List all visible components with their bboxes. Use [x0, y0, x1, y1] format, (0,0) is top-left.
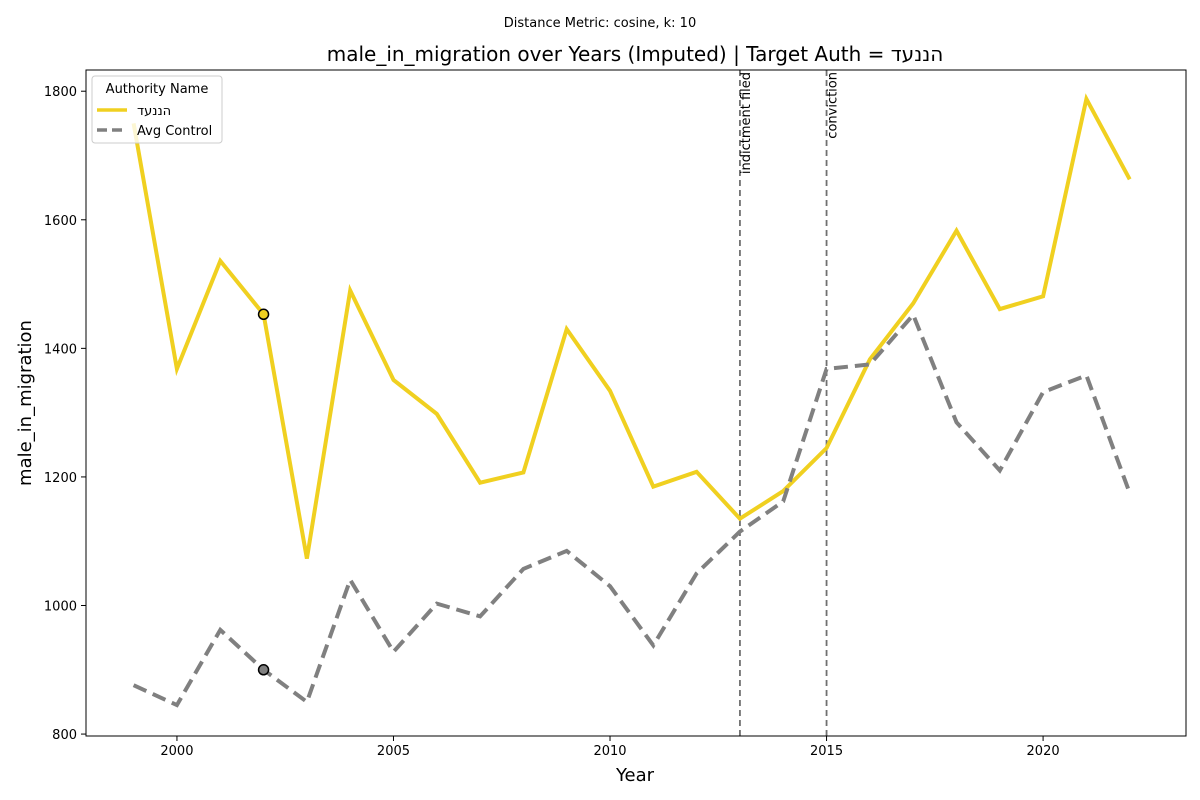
x-tick-label: 2015: [810, 744, 843, 759]
chart-title: male_in_migration over Years (Imputed) |…: [327, 42, 944, 66]
highlight-point: [257, 308, 270, 321]
y-tick-label: 1200: [44, 471, 77, 486]
x-tick-label: 2005: [377, 744, 410, 759]
series-line-0: [131, 93, 1132, 559]
series-line-1: [132, 311, 1132, 708]
y-axis-title: male_in_migration: [15, 320, 36, 486]
event-label: conviction: [826, 72, 841, 139]
x-tick-label: 2020: [1027, 744, 1060, 759]
y-tick-label: 1400: [44, 342, 77, 357]
x-tick-label: 2000: [160, 744, 193, 759]
chart-suptitle: Distance Metric: cosine, k: 10: [504, 16, 696, 31]
y-tick-label: 1000: [44, 600, 77, 615]
y-tick-label: 1600: [44, 214, 77, 229]
legend-label-control: Avg Control: [137, 124, 212, 139]
legend: Authority Name הננעד Avg Control: [91, 75, 223, 144]
highlight-point: [257, 664, 270, 676]
event-label: indictment filed: [739, 72, 754, 174]
y-tick-label: 800: [52, 728, 77, 743]
legend-title: Authority Name: [106, 82, 209, 97]
axes: 2000 2005 2010 2015 2020 800 1000 1200 1400 1600 1…: [44, 85, 1060, 759]
x-tick-label: 2010: [593, 744, 626, 759]
plot-frame: [85, 69, 1187, 737]
plot-area: indictment filed conviction: [131, 70, 1132, 736]
x-axis-title: Year: [615, 765, 655, 786]
legend-box: [91, 75, 223, 144]
y-tick-label: 1800: [44, 85, 77, 100]
legend-label-target: הננעד: [137, 104, 171, 119]
